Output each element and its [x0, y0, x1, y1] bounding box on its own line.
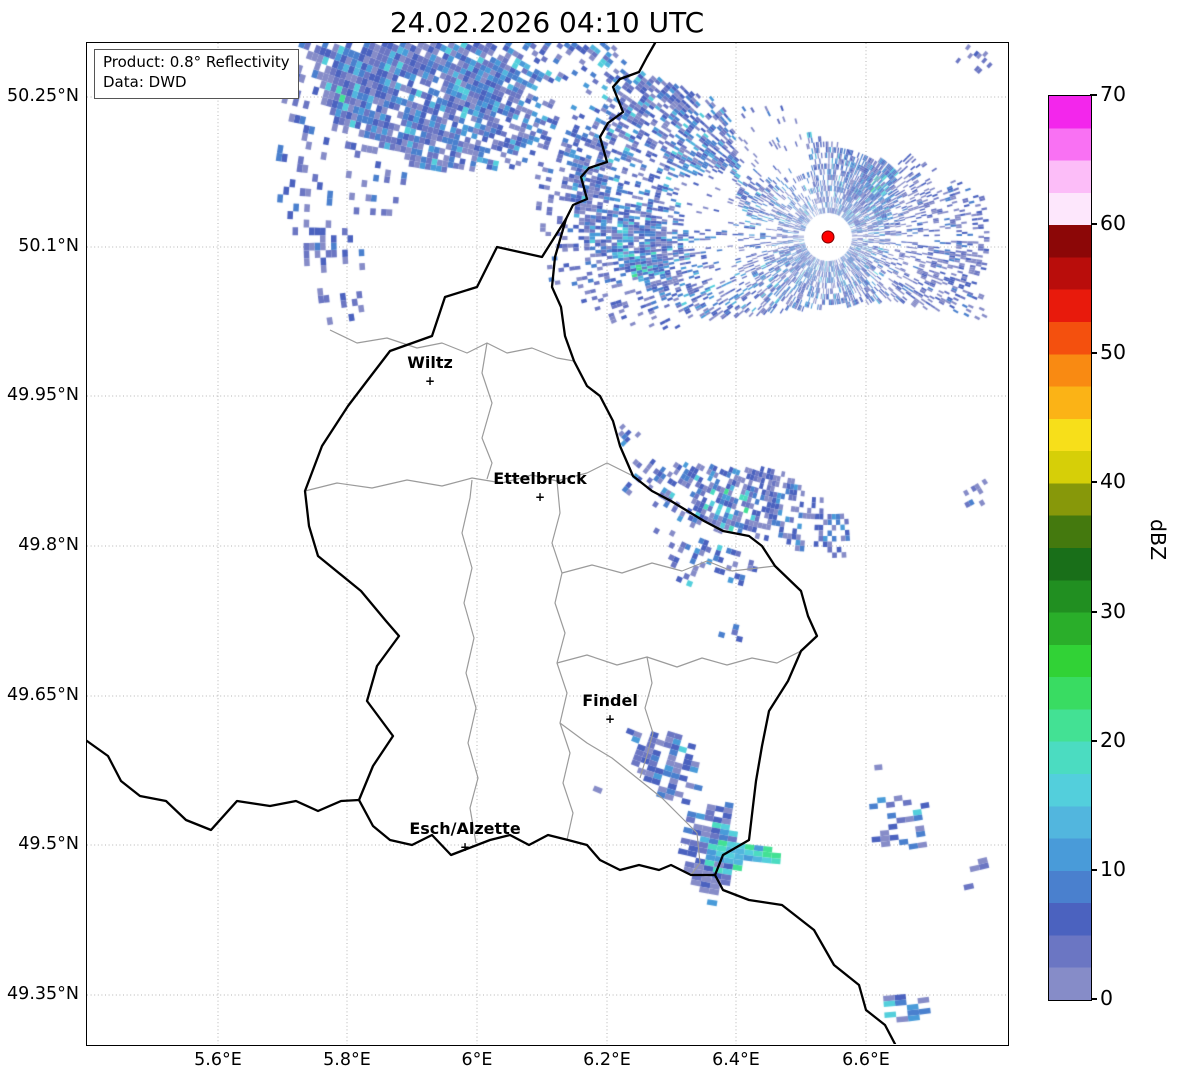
colorbar: [1048, 95, 1092, 1001]
x-tick-label: 6.6°E: [842, 1050, 890, 1070]
city-label: Ettelbruck: [493, 469, 587, 488]
national-border: [303, 217, 568, 802]
city-layer: Wiltz + Ettelbruck + Findel + Esch/Alzette +: [87, 43, 1007, 1044]
y-tick-label: 50.1°N: [18, 236, 79, 256]
city-marker: +: [424, 374, 436, 388]
regional-border: [329, 329, 575, 362]
radar-echo-canvas: [87, 43, 1007, 1044]
product-line: Product: 0.8° Reflectivity: [103, 53, 290, 71]
regional-border: [639, 656, 654, 779]
colorbar-tick-mark: [1090, 868, 1097, 871]
regional-border: [304, 462, 634, 492]
radar-site-marker: [821, 230, 835, 244]
city-label: Wiltz: [407, 353, 453, 372]
y-tick-label: 50.25°N: [7, 86, 79, 106]
regional-border: [461, 479, 479, 844]
colorbar-tick-mark: [1090, 610, 1097, 613]
national-border: [713, 873, 897, 1044]
city-marker: +: [604, 712, 616, 726]
city-label: Esch/Alzette: [409, 819, 521, 838]
colorbar-unit-label: dBZ: [1146, 519, 1170, 561]
colorbar-tick-mark: [1090, 998, 1097, 1000]
national-border: [357, 798, 717, 877]
city-label: Findel: [582, 691, 638, 710]
colorbar-tick-label: 20: [1100, 727, 1127, 752]
colorbar-tick-mark: [1090, 352, 1097, 355]
colorbar-tick-mark: [1090, 481, 1097, 484]
colorbar-tick-label: 70: [1100, 82, 1127, 106]
colorbar-tick-label: 60: [1100, 211, 1127, 236]
regional-border: [481, 342, 493, 480]
y-tick-label: 49.5°N: [18, 834, 79, 854]
y-tick-label: 49.95°N: [7, 385, 79, 405]
x-tick-label: 6°E: [461, 1050, 493, 1070]
colorbar-tick-label: 0: [1100, 986, 1114, 1010]
product-info-box: Product: 0.8° Reflectivity Data: DWD: [94, 49, 299, 99]
y-tick-label: 49.8°N: [18, 535, 79, 555]
x-tick-label: 5.8°E: [323, 1050, 371, 1070]
x-tick-label: 6.4°E: [712, 1050, 760, 1070]
colorbar-tick-label: 10: [1100, 856, 1127, 881]
colorbar-tick-mark: [1090, 94, 1097, 96]
national-border: [87, 739, 361, 832]
figure-title: 24.02.2026 04:10 UTC: [389, 6, 705, 39]
city-marker: +: [534, 490, 546, 504]
y-tick-label: 49.65°N: [7, 685, 79, 705]
colorbar-tick-mark: [1090, 739, 1097, 742]
national-border: [564, 43, 657, 221]
regional-border: [559, 722, 701, 876]
colorbar-gradient: [1049, 96, 1091, 1000]
colorbar-tick-label: 50: [1100, 340, 1127, 365]
colorbar-tick-label: 40: [1100, 469, 1127, 494]
colorbar-tick-label: 30: [1100, 598, 1127, 623]
y-tick-label: 49.35°N: [7, 984, 79, 1004]
national-border: [550, 217, 819, 877]
colorbar-tick-mark: [1090, 223, 1097, 226]
border-lines: [87, 43, 897, 1044]
map-area: Wiltz + Ettelbruck + Findel + Esch/Alzette + Pr…: [87, 43, 1007, 1044]
data-source-line: Data: DWD: [103, 72, 187, 91]
regional-border: [556, 650, 802, 668]
regional-border: [561, 560, 776, 574]
x-tick-label: 6.2°E: [583, 1050, 631, 1070]
x-tick-label: 5.6°E: [194, 1050, 242, 1070]
city-marker: +: [459, 840, 471, 854]
